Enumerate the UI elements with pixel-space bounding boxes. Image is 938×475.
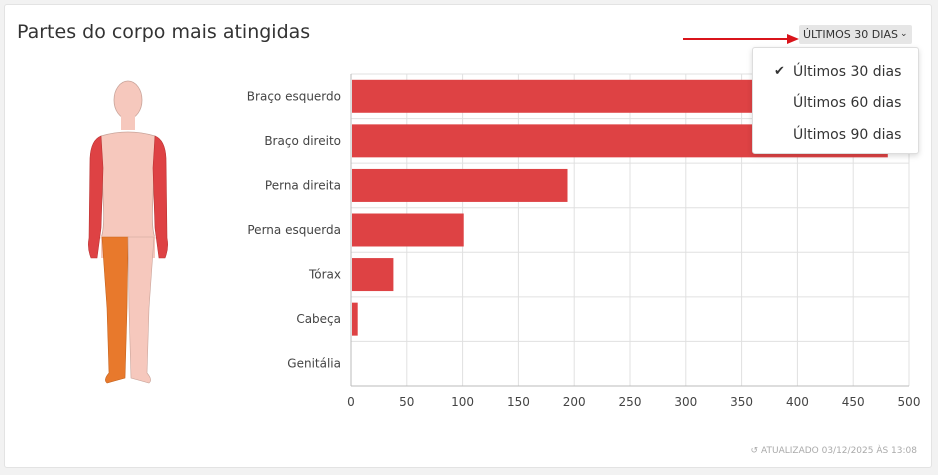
range-dropdown-menu: ✔ Últimos 30 dias Últimos 60 dias Último… bbox=[752, 47, 919, 154]
bar-2[interactable] bbox=[352, 168, 568, 202]
category-label: Braço direito bbox=[264, 134, 341, 148]
category-label: Tórax bbox=[308, 268, 341, 282]
range-select-button[interactable]: ÚLTIMOS 30 DIAS ⌄ bbox=[799, 25, 912, 44]
x-tick-label: 450 bbox=[842, 395, 865, 409]
body-neck bbox=[121, 116, 135, 130]
x-tick-label: 400 bbox=[786, 395, 809, 409]
chart-card: Partes do corpo mais atingidas ÚLTIMOS 3… bbox=[4, 4, 932, 468]
bar-4[interactable] bbox=[352, 258, 394, 292]
check-icon: ✔ bbox=[774, 64, 785, 79]
red-arrow-icon bbox=[683, 34, 799, 44]
category-label: Perna direita bbox=[265, 178, 341, 192]
range-option-60[interactable]: Últimos 60 dias bbox=[793, 95, 902, 111]
body-figure-illustration bbox=[88, 80, 168, 384]
updated-timestamp: ↺ ATUALIZADO 03/12/2025 ÀS 13:08 bbox=[750, 446, 917, 456]
range-select-label: ÚLTIMOS 30 DIAS bbox=[803, 28, 898, 41]
category-label: Genitália bbox=[287, 357, 341, 371]
x-tick-label: 0 bbox=[347, 395, 355, 409]
card-title: Partes do corpo mais atingidas bbox=[17, 21, 311, 43]
history-icon: ↺ bbox=[750, 446, 759, 456]
body-arm-right bbox=[152, 135, 168, 259]
body-torso bbox=[100, 131, 156, 239]
x-tick-label: 250 bbox=[619, 395, 642, 409]
x-tick-label: 100 bbox=[451, 395, 474, 409]
category-label: Braço esquerdo bbox=[247, 89, 341, 103]
x-tick-label: 300 bbox=[674, 395, 697, 409]
body-leg-left bbox=[127, 236, 155, 384]
x-tick-label: 200 bbox=[563, 395, 586, 409]
x-tick-label: 150 bbox=[507, 395, 530, 409]
body-leg-right bbox=[101, 236, 129, 384]
category-label: Cabeça bbox=[296, 312, 341, 326]
x-tick-label: 500 bbox=[898, 395, 921, 409]
body-arm-left bbox=[88, 135, 104, 259]
category-label: Perna esquerda bbox=[247, 223, 341, 237]
range-option-30[interactable]: ✔ Últimos 30 dias bbox=[753, 58, 918, 86]
range-option-90[interactable]: Últimos 90 dias bbox=[793, 127, 902, 143]
bar-3[interactable] bbox=[352, 213, 464, 247]
bar-5[interactable] bbox=[352, 302, 358, 336]
x-tick-label: 350 bbox=[730, 395, 753, 409]
chevron-down-icon: ⌄ bbox=[899, 29, 908, 39]
x-tick-label: 50 bbox=[399, 395, 414, 409]
